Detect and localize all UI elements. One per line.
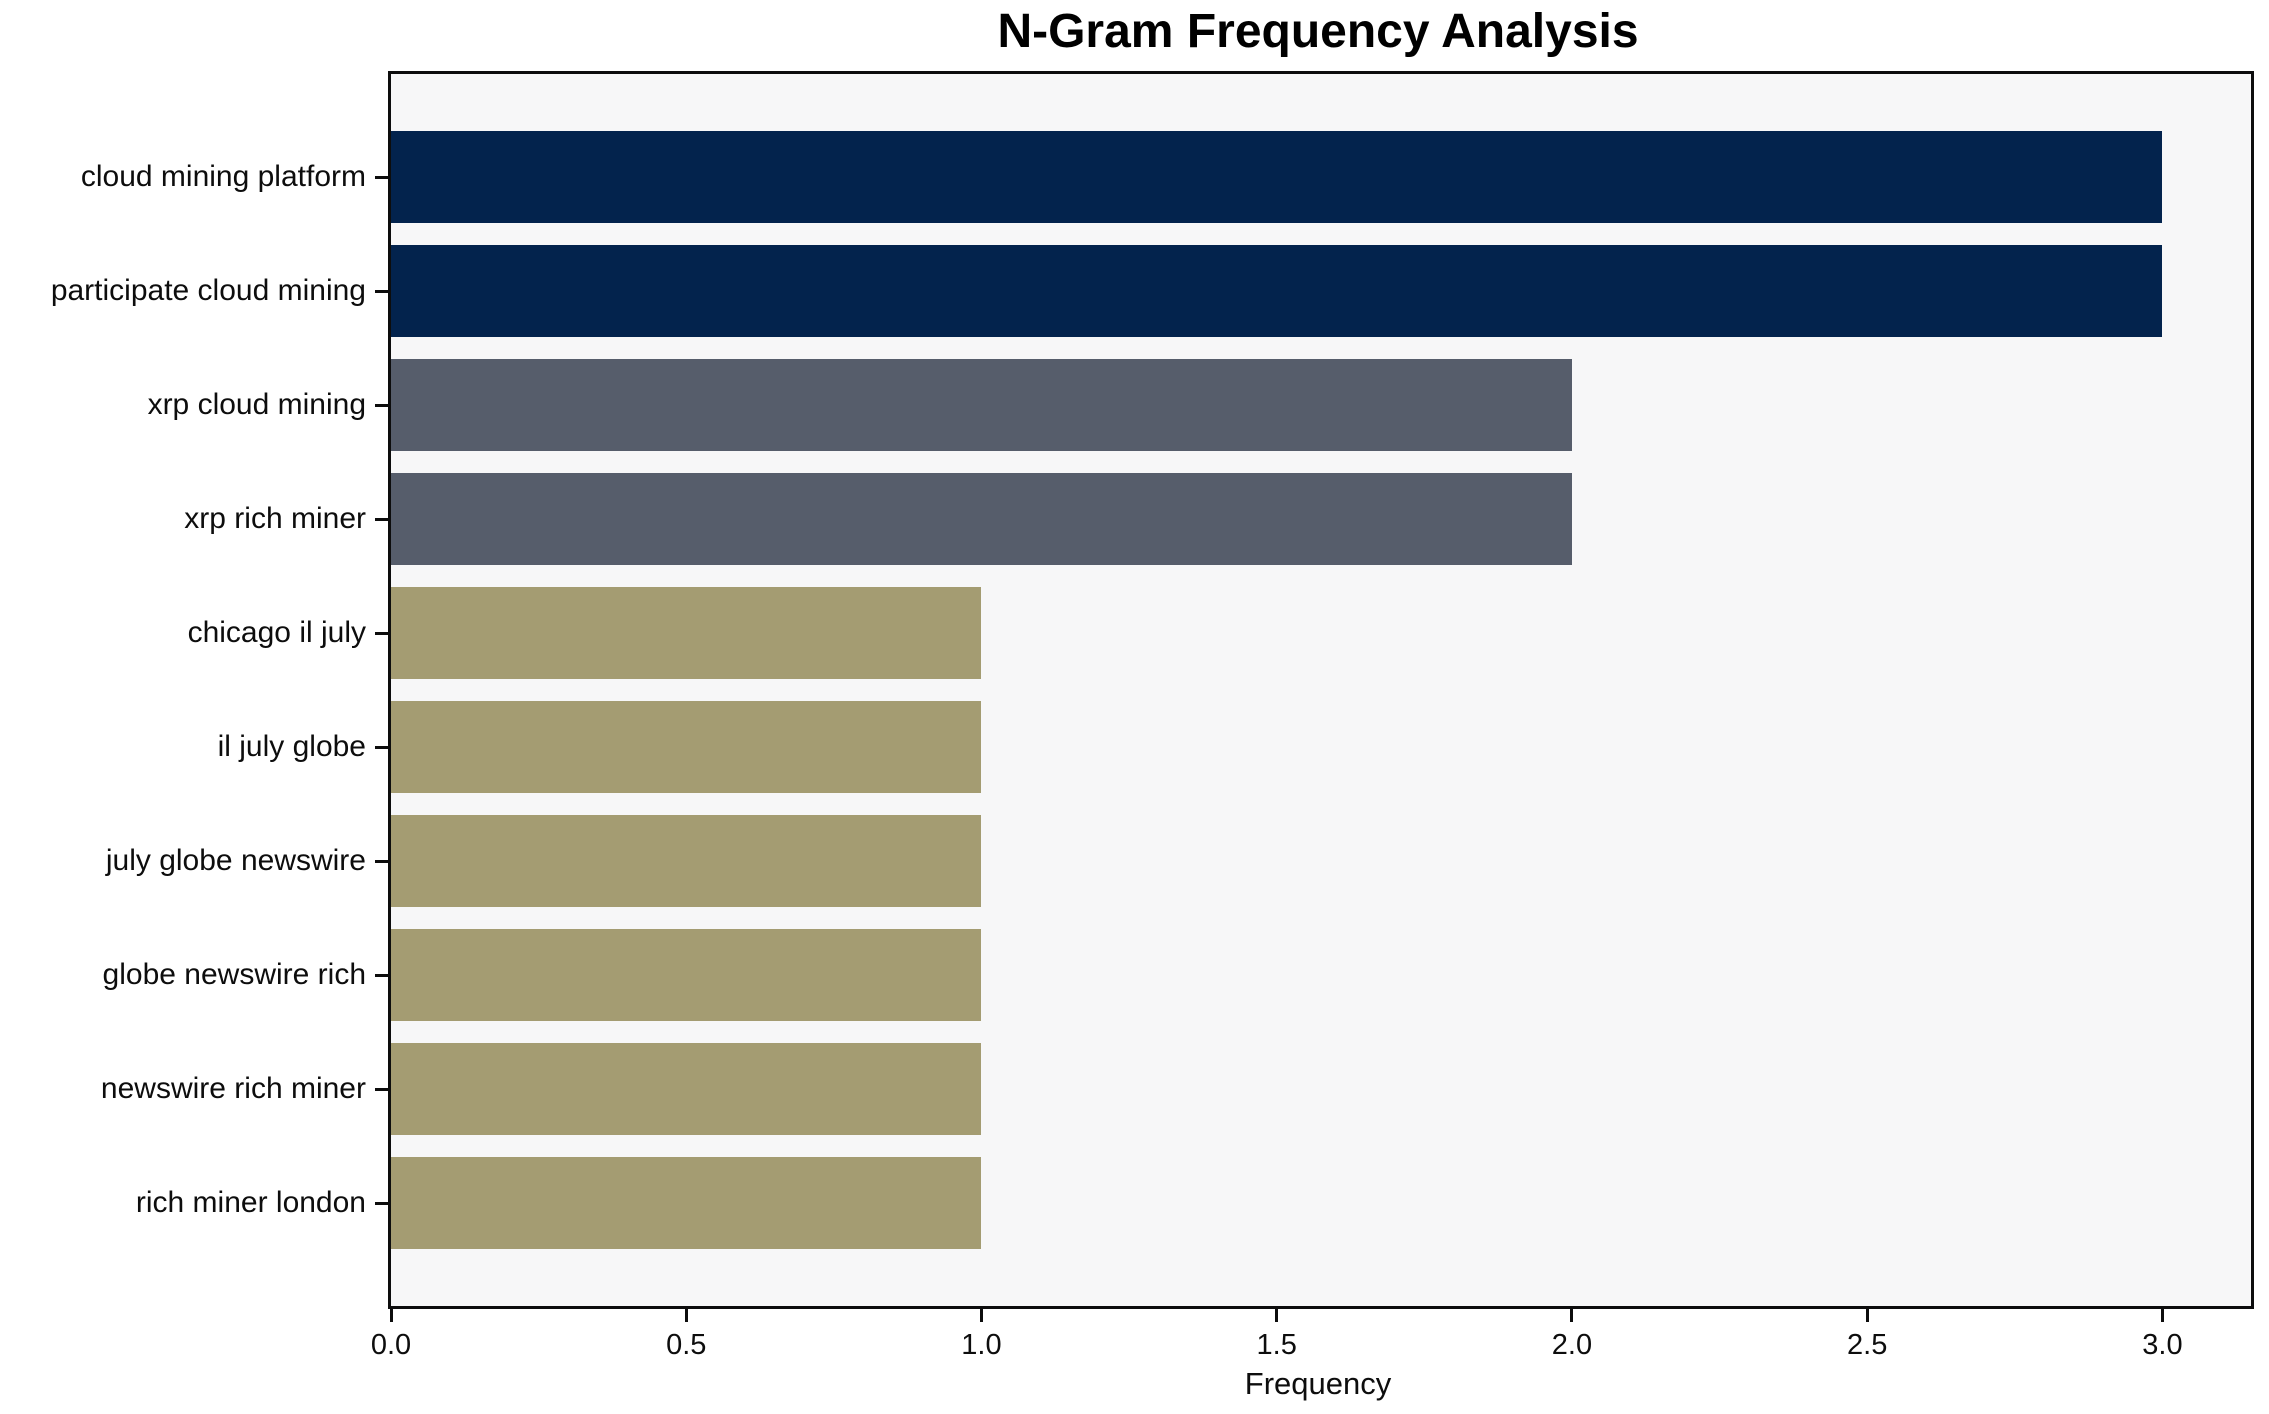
x-tick-mark xyxy=(389,1309,393,1322)
x-axis-label: Frequency xyxy=(1244,1366,1392,1401)
bar xyxy=(391,473,1572,565)
x-tick-mark xyxy=(1275,1309,1279,1322)
chart-title: N-Gram Frequency Analysis xyxy=(997,5,1639,58)
y-tick-mark xyxy=(375,175,388,179)
x-tick-mark xyxy=(2160,1309,2164,1322)
x-tick-mark xyxy=(684,1309,688,1322)
y-tick-label: xrp cloud mining xyxy=(147,388,366,421)
x-tick-label: 2.0 xyxy=(1551,1329,1593,1361)
bar xyxy=(391,1157,982,1249)
y-tick-mark xyxy=(375,517,388,521)
y-tick-mark xyxy=(375,631,388,635)
x-tick-mark xyxy=(1865,1309,1869,1322)
bar xyxy=(391,587,982,679)
y-tick-mark xyxy=(375,403,388,407)
y-tick-mark xyxy=(375,973,388,977)
x-tick-label: 2.5 xyxy=(1847,1329,1888,1361)
y-tick-mark xyxy=(375,1201,388,1205)
y-tick-label: globe newswire rich xyxy=(102,958,366,991)
y-tick-label: newswire rich miner xyxy=(100,1072,366,1105)
bar xyxy=(391,131,2163,223)
bar xyxy=(391,701,982,793)
bar xyxy=(391,245,2163,337)
x-tick-label: 0.5 xyxy=(666,1329,707,1361)
y-tick-mark xyxy=(375,745,388,749)
bar xyxy=(391,359,1572,451)
x-tick-mark xyxy=(1570,1309,1574,1322)
y-tick-label: chicago il july xyxy=(187,616,366,649)
y-tick-label: rich miner london xyxy=(135,1186,366,1219)
bar xyxy=(391,1043,982,1135)
y-tick-mark xyxy=(375,859,388,863)
y-tick-label: xrp rich miner xyxy=(184,502,366,535)
y-tick-mark xyxy=(375,289,388,293)
x-tick-label: 1.0 xyxy=(961,1329,1002,1361)
x-tick-mark xyxy=(979,1309,983,1322)
y-tick-label: participate cloud mining xyxy=(50,274,366,307)
plot-area xyxy=(388,71,2254,1309)
y-tick-label: cloud mining platform xyxy=(80,160,366,193)
y-tick-label: july globe newswire xyxy=(105,844,366,877)
x-tick-label: 1.5 xyxy=(1256,1329,1297,1361)
bar xyxy=(391,815,982,907)
y-tick-mark xyxy=(375,1087,388,1091)
x-tick-label: 3.0 xyxy=(2142,1329,2183,1361)
y-tick-label: il july globe xyxy=(217,730,366,763)
bar xyxy=(391,929,982,1021)
x-tick-label: 0.0 xyxy=(370,1329,412,1361)
